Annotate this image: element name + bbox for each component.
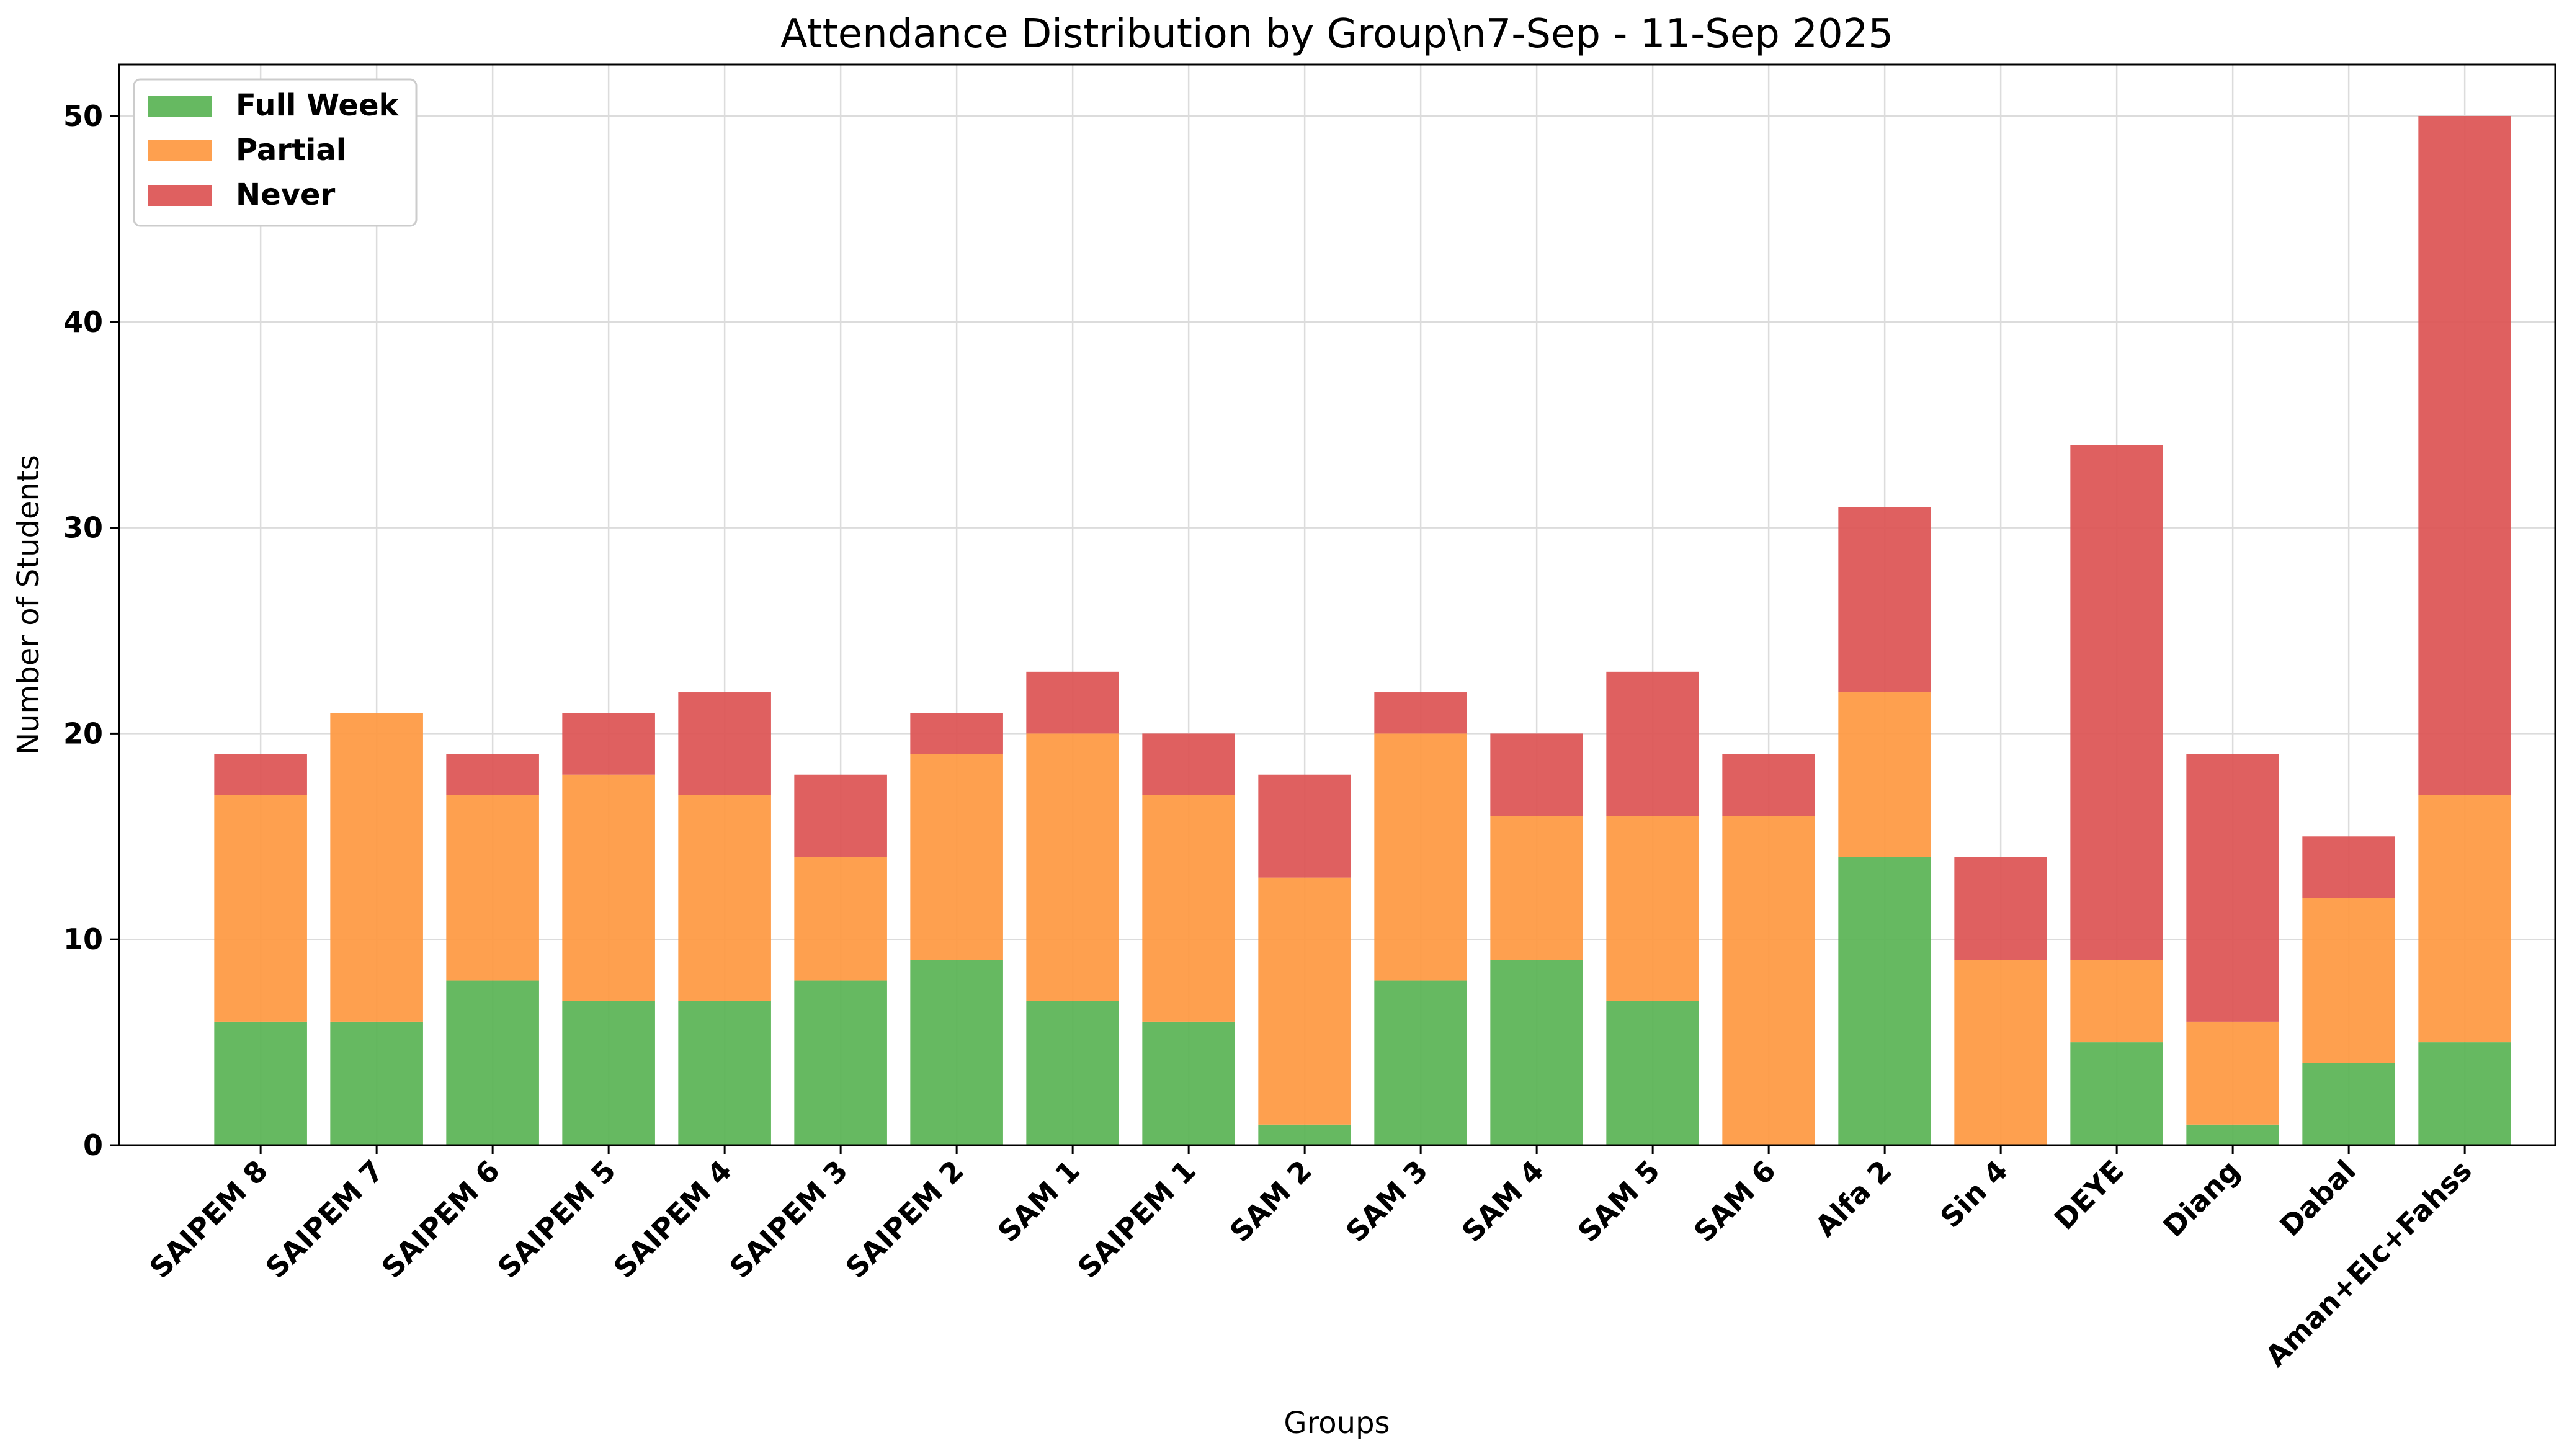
y-axis: 0 10 20 30 40 50 — [63, 99, 119, 1162]
bar-full-week — [1490, 960, 1583, 1145]
bar-never — [2418, 115, 2511, 795]
x-tick-label: SAIPEM 2 — [839, 1154, 970, 1285]
bar-full-week — [2186, 1124, 2279, 1145]
legend-swatch — [148, 140, 212, 161]
bar-partial — [794, 857, 887, 981]
bar-never — [1026, 671, 1119, 734]
bar-never — [1954, 857, 2047, 960]
x-tick-label: SAIPEM 1 — [1071, 1154, 1202, 1285]
legend-swatch — [148, 185, 212, 206]
bar-full-week — [330, 1021, 423, 1145]
bar-partial — [2418, 795, 2511, 1043]
bar-never — [1606, 671, 1699, 816]
bar-partial — [214, 795, 307, 1022]
bar-full-week — [446, 980, 539, 1145]
bar-full-week — [2070, 1042, 2163, 1145]
bar-partial — [1838, 692, 1931, 857]
x-axis-label: Groups — [1284, 1406, 1390, 1440]
y-tick-label: 30 — [63, 511, 103, 545]
x-tick-label: SAIPEM 3 — [723, 1154, 854, 1285]
legend-label: Partial — [236, 133, 346, 167]
bar-full-week — [1258, 1124, 1351, 1145]
bar-partial — [678, 795, 771, 1001]
bar-full-week — [2418, 1042, 2511, 1145]
bar-full-week — [1374, 980, 1467, 1145]
x-tick-label: SAIPEM 4 — [607, 1154, 738, 1285]
plot-frame — [118, 63, 2556, 1146]
x-tick-label: Diang — [2156, 1154, 2246, 1244]
x-tick-label: Dabal — [2273, 1154, 2362, 1243]
bar-partial — [1490, 816, 1583, 960]
bar-partial — [1374, 733, 1467, 981]
bar-partial — [2186, 1021, 2279, 1125]
bar-never — [794, 774, 887, 857]
bar-full-week — [2302, 1063, 2395, 1145]
bar-partial — [1722, 816, 1815, 1145]
y-tick-label: 10 — [63, 922, 103, 956]
bar-partial — [2070, 960, 2163, 1043]
bar-never — [1258, 774, 1351, 878]
x-tick-label: SAM 2 — [1223, 1154, 1318, 1249]
y-axis-label: Number of Students — [11, 455, 46, 755]
bar-full-week — [1838, 857, 1931, 1145]
y-tick-label: 0 — [83, 1128, 103, 1162]
bar-partial — [562, 774, 655, 1001]
x-tick-label: Alfa 2 — [1808, 1154, 1898, 1244]
x-tick-label: SAM 5 — [1571, 1154, 1666, 1249]
bar-never — [1722, 754, 1815, 816]
y-tick-label: 50 — [63, 99, 103, 133]
bar-partial — [446, 795, 539, 981]
bar-never — [562, 713, 655, 775]
bar-full-week — [910, 960, 1003, 1145]
bar-never — [1142, 733, 1235, 795]
x-tick-label: SAM 3 — [1339, 1154, 1434, 1249]
bars — [214, 115, 2511, 1145]
x-tick-label: SAIPEM 5 — [491, 1154, 622, 1285]
bar-never — [2302, 836, 2395, 898]
bar-full-week — [562, 1001, 655, 1145]
bar-never — [1490, 733, 1583, 816]
bar-full-week — [794, 980, 887, 1145]
bar-partial — [1258, 877, 1351, 1125]
x-tick-label: SAIPEM 8 — [143, 1154, 274, 1285]
x-tick-label: SAIPEM 6 — [375, 1154, 506, 1285]
bar-partial — [1026, 733, 1119, 1001]
x-tick-label: DEYE — [2048, 1154, 2130, 1236]
y-tick-label: 20 — [63, 717, 103, 750]
x-tick-label: Sin 4 — [1934, 1154, 2014, 1235]
bar-never — [1838, 507, 1931, 693]
legend-label: Full Week — [236, 88, 400, 123]
bar-partial — [330, 713, 423, 1022]
bar-full-week — [678, 1001, 771, 1145]
bar-never — [214, 754, 307, 795]
bar-partial — [1954, 960, 2047, 1145]
bar-full-week — [214, 1021, 307, 1145]
bar-full-week — [1606, 1001, 1699, 1145]
y-tick-label: 40 — [63, 305, 103, 339]
x-tick-label: Aman+Elc+Fahss — [2259, 1154, 2478, 1373]
x-tick-label: SAM 4 — [1455, 1154, 1550, 1249]
x-tick-label: SAM 6 — [1687, 1154, 1782, 1249]
legend: Full Week Partial Never — [133, 78, 418, 227]
bar-full-week — [1142, 1021, 1235, 1145]
bar-never — [678, 692, 771, 795]
bar-partial — [1606, 816, 1699, 1001]
bar-never — [1374, 692, 1467, 734]
legend-swatch — [148, 96, 212, 117]
bar-never — [2070, 445, 2163, 960]
legend-label: Never — [236, 177, 336, 212]
chart-title: Attendance Distribution by Group\n7-Sep … — [780, 11, 1893, 57]
bar-partial — [1142, 795, 1235, 1022]
x-tick-label: SAIPEM 7 — [259, 1154, 390, 1285]
bar-never — [2186, 754, 2279, 1022]
bar-partial — [2302, 898, 2395, 1063]
bar-full-week — [1026, 1001, 1119, 1145]
x-tick-label: SAM 1 — [991, 1154, 1086, 1249]
bar-never — [910, 713, 1003, 754]
bar-partial — [910, 754, 1003, 960]
bar-never — [446, 754, 539, 795]
